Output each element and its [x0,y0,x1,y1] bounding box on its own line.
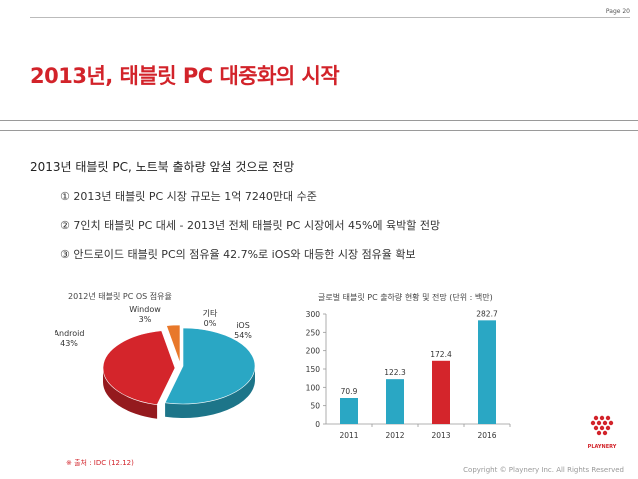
pie-label-value: 54% [234,331,252,340]
logo-dot [593,425,599,431]
x-tick-label: 2011 [339,431,358,440]
logo-dot [608,420,614,426]
bar-2011 [340,398,358,424]
pie-label-name: 기타 [203,309,218,318]
x-tick-label: 2012 [385,431,404,440]
key-points-list: ① 2013년 태블릿 PC 시장 규모는 1억 7240만대 수준 ② 7인치… [60,188,440,275]
y-tick-label: 0 [315,420,320,429]
pie-label-name: iOS [236,321,250,330]
y-tick-label: 100 [306,383,321,392]
x-tick-label: 2016 [477,431,496,440]
logo-wordmark: PLAYNERY [588,444,617,450]
pie-slice-android [102,330,176,406]
y-tick-label: 200 [306,347,321,356]
shipment-bar-chart: 0 50 100 150 200 250 300 70.9 2011 122.3 2012 172.4… [306,309,511,440]
key-point: ② 7인치 태블릿 PC 대세 - 2013년 전체 태블릿 PC 시장에서 4… [60,219,441,232]
logo-dot [596,430,602,436]
y-tick-label: 300 [306,310,321,319]
key-point: ① 2013년 태블릿 PC 시장 규모는 1억 7240만대 수준 [60,190,317,203]
title-divider-bottom [0,130,638,131]
pie-label-name: Window [129,305,161,314]
pie-chart-title: 2012년 태블릿 PC OS 점유율 [68,292,172,301]
bar-2012 [386,379,404,424]
y-tick-label: 150 [306,365,321,374]
source-note: ※ 출처 : IDC (12.12) [66,459,134,467]
copyright-text: Copyright © Playnery Inc. All Rights Res… [463,466,624,474]
page-number: Page 20 [30,8,630,18]
logo-dot [605,415,611,421]
pie-slice-side-android [103,368,158,419]
logo-dot [590,420,596,426]
bar-chart-title: 글로벌 태블릿 PC 출하량 현황 및 전망 (단위 : 백만) [318,293,493,302]
playnery-logo: PLAYNERY [588,415,617,450]
pie-label-value: 43% [60,339,78,348]
key-point: ③ 안드로이드 태블릿 PC의 점유율 42.7%로 iOS와 대등한 시장 점… [60,248,416,261]
logo-dot [602,430,608,436]
slide-title: 2013년, 태블릿 PC 대중화의 시작 [30,64,340,88]
bar-2016 [478,320,496,424]
x-tick-label: 2013 [431,431,450,440]
bar-value-label: 172.4 [430,350,452,359]
y-tick-label: 50 [310,402,320,411]
bar-value-label: 70.9 [341,387,358,396]
pie-label-value: 3% [139,315,152,324]
logo-dot [602,420,608,426]
bar-2013 [432,360,450,424]
logo-dot [599,425,605,431]
pie-slice-side-ios [165,366,256,418]
y-tick-label: 250 [306,328,321,337]
bar-value-label: 122.3 [384,368,406,377]
logo-dot [596,420,602,426]
logo-dot [593,415,599,421]
pie-slice-ios [164,327,256,405]
logo-dot [599,415,605,421]
pie-label-name: Android [55,329,84,338]
title-divider-top [0,120,638,121]
logo-dot [605,425,611,431]
pie-label-value: 0% [204,319,217,328]
slide-subtitle: 2013년 태블릿 PC, 노트북 출하량 앞설 것으로 전망 [30,160,295,174]
pie-slice-window [166,324,181,364]
bar-value-label: 282.7 [476,309,498,318]
